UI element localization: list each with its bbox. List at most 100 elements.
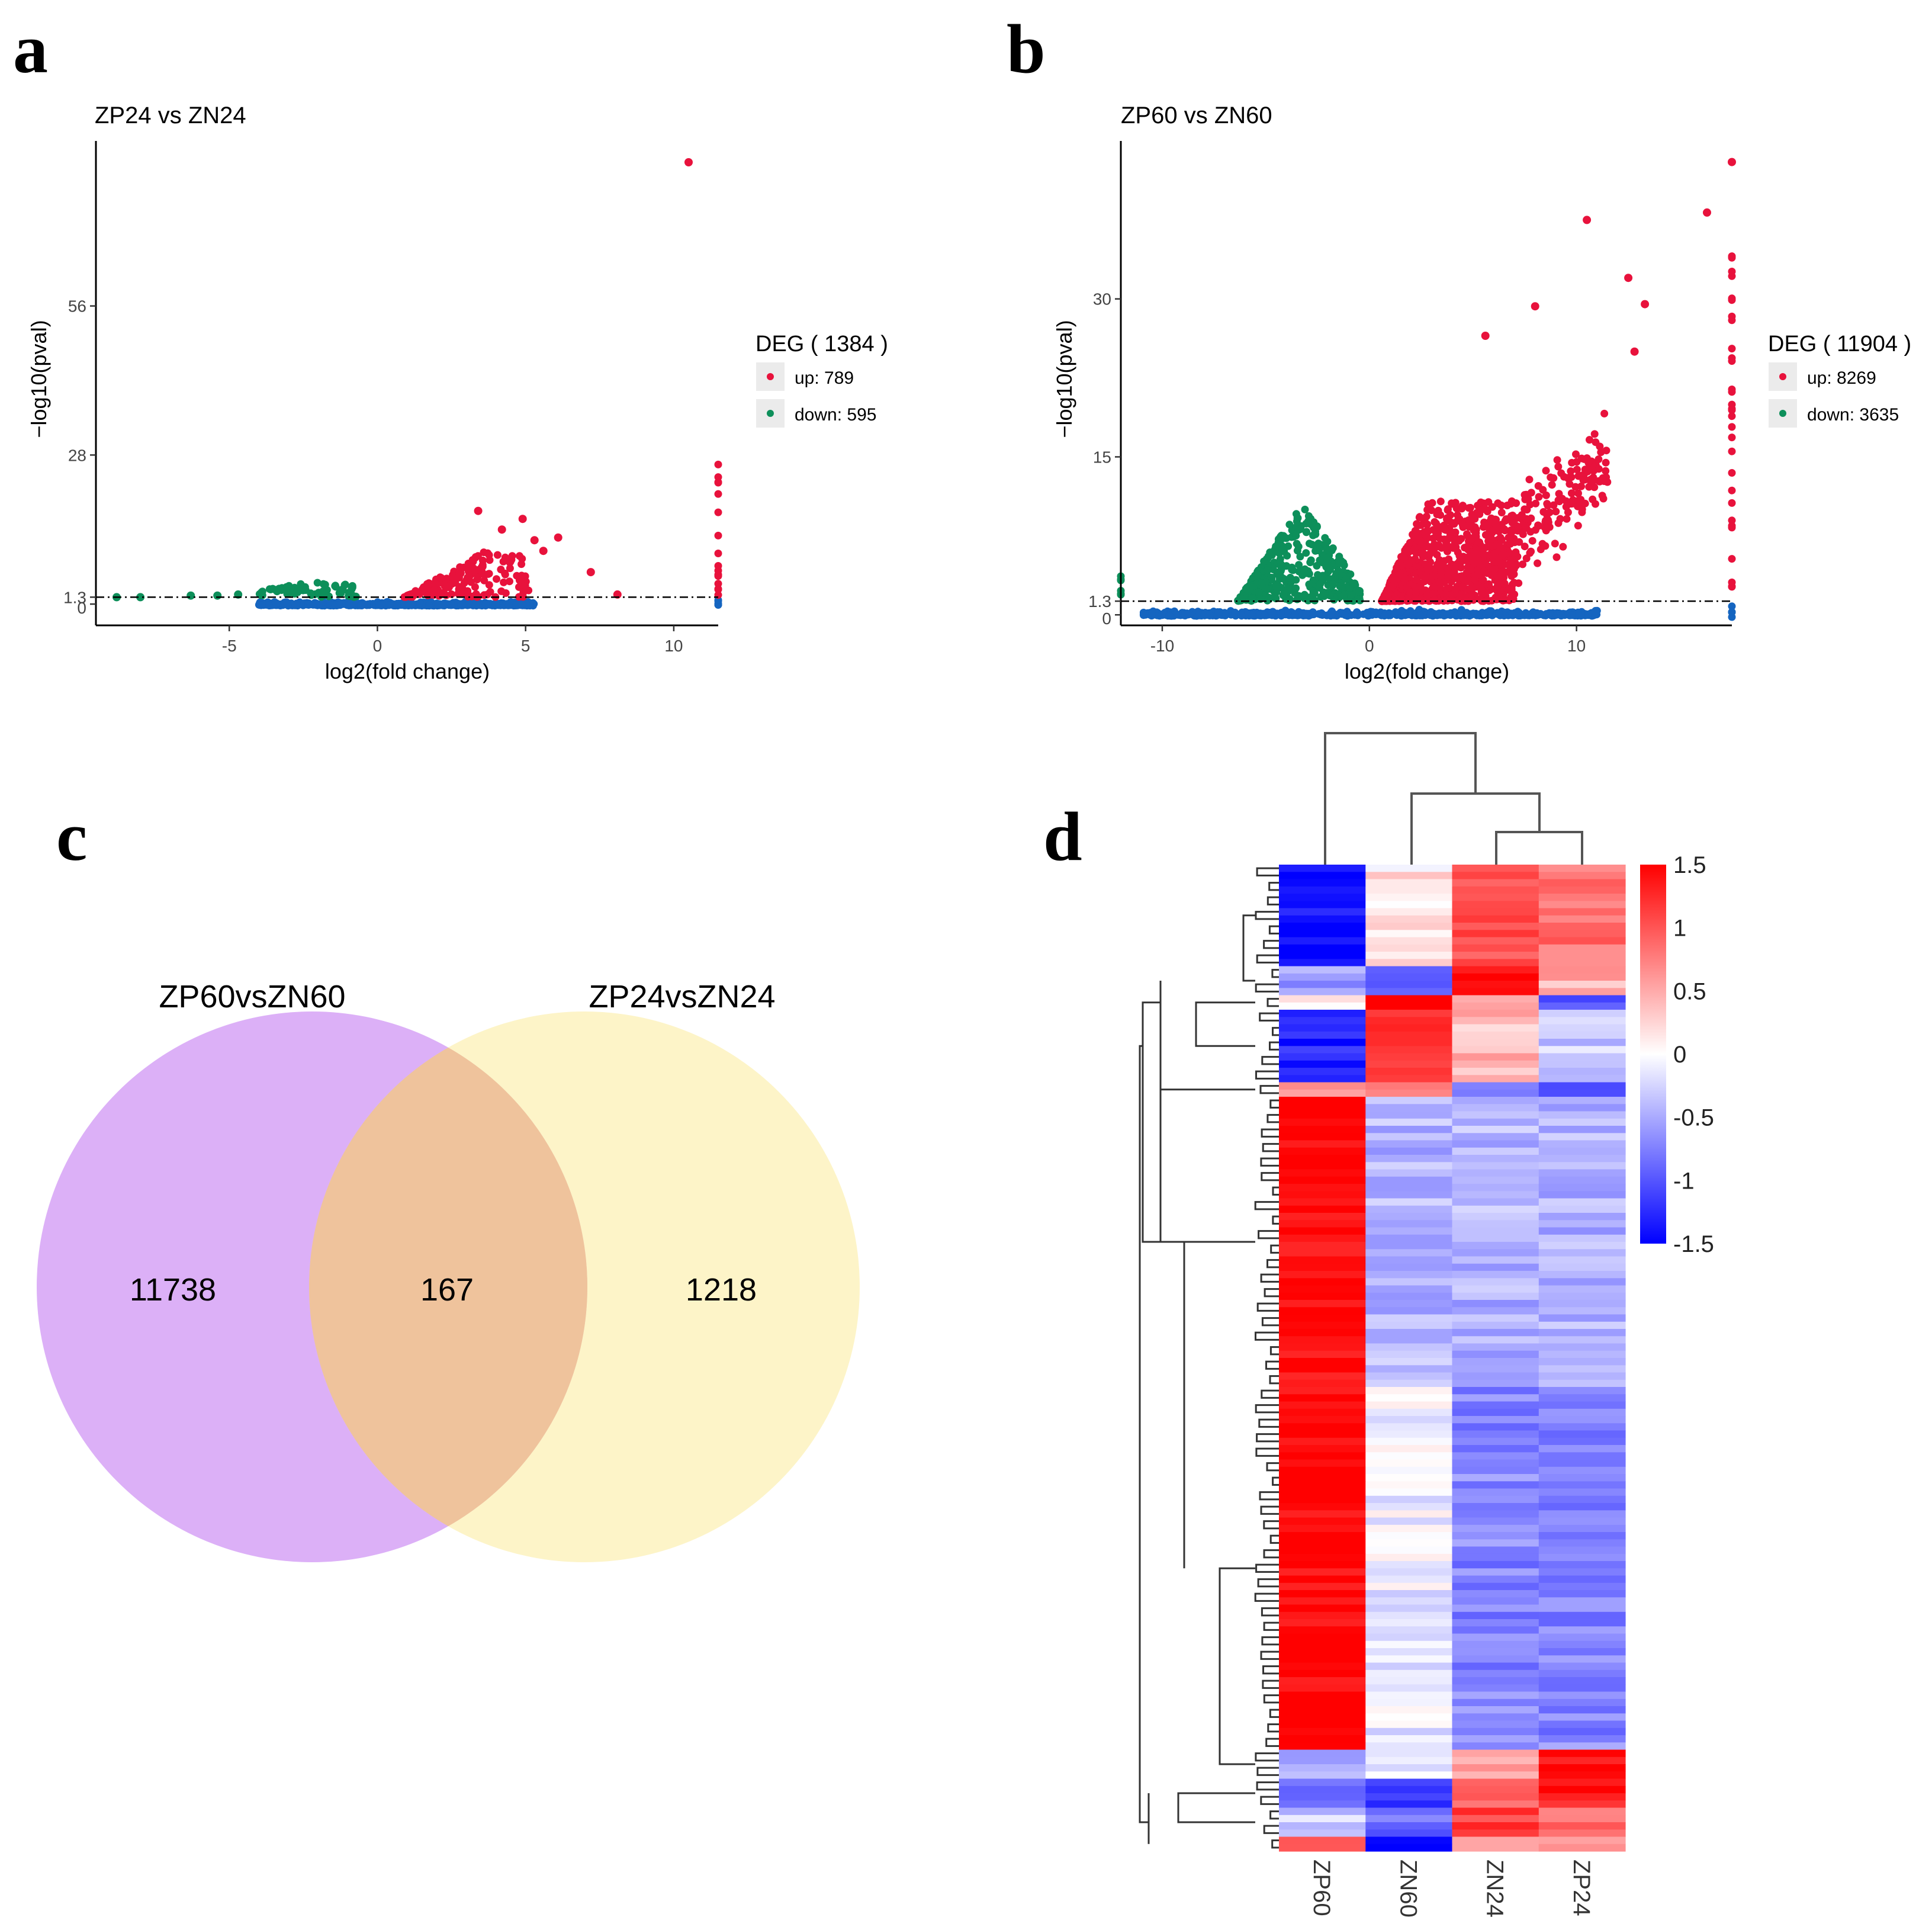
- down-point: [1264, 566, 1272, 574]
- heatmap: ZP60 ZN60 ZN24 ZP24 1.5 1 0.5 0 -0.5 -1 -1.5: [1139, 732, 1714, 1918]
- heatmap-cell: [1452, 1800, 1539, 1809]
- down-point: [1311, 528, 1319, 536]
- heatmap-cell: [1538, 1336, 1626, 1344]
- down-point: [1301, 505, 1309, 513]
- heatmap-cell: [1538, 1488, 1626, 1497]
- ns-point: [1591, 611, 1599, 619]
- heatmap-cell: [1538, 1205, 1626, 1213]
- heatmap-cell: [1452, 1002, 1539, 1010]
- heatmap-cell: [1365, 1133, 1453, 1141]
- heatmap-cell: [1365, 915, 1453, 923]
- heatmap-cell: [1538, 865, 1626, 872]
- heatmap-cell: [1279, 1111, 1366, 1119]
- ns-point: [1397, 608, 1405, 616]
- y-tick-label: 56: [68, 297, 86, 316]
- up-point: [1458, 583, 1467, 591]
- up-point: [1541, 542, 1550, 550]
- heatmap-cell: [1538, 1358, 1626, 1366]
- heatmap-cell: [1538, 1111, 1626, 1119]
- heatmap-cell: [1365, 1329, 1453, 1337]
- y-tick-label: 0: [77, 599, 86, 617]
- heatmap-cell: [1538, 886, 1626, 894]
- up-point: [506, 557, 515, 566]
- up-point: [506, 564, 514, 573]
- up-point: [1728, 406, 1736, 415]
- heatmap-cell: [1279, 937, 1366, 945]
- up-point: [539, 547, 548, 555]
- up-point: [1514, 523, 1522, 531]
- heatmap-cell: [1452, 1097, 1539, 1104]
- heatmap-cell: [1452, 1532, 1539, 1540]
- heatmap-cell: [1365, 1466, 1453, 1475]
- heatmap-cell: [1452, 1169, 1539, 1177]
- down-point: [1302, 528, 1310, 537]
- ns-point: [1139, 611, 1147, 619]
- y-tick-label: 28: [68, 446, 86, 464]
- heatmap-cell: [1279, 1691, 1366, 1700]
- up-point: [1415, 513, 1423, 522]
- up-point: [1600, 409, 1609, 418]
- heatmap-cell: [1452, 959, 1539, 967]
- heatmap-cell: [1538, 1343, 1626, 1351]
- up-point: [1421, 574, 1429, 582]
- up-point: [1455, 537, 1463, 545]
- colorbar-tick-label: -1: [1673, 1168, 1695, 1194]
- up-point: [1425, 550, 1433, 558]
- ns-point: [1206, 611, 1214, 619]
- up-point: [1554, 463, 1563, 471]
- heatmap-cell: [1538, 1561, 1626, 1569]
- heatmap-cell: [1452, 1060, 1539, 1068]
- up-point: [1507, 526, 1515, 534]
- ns-point: [491, 600, 500, 608]
- heatmap-cell: [1365, 1619, 1453, 1627]
- heatmap-cell: [1279, 1075, 1366, 1083]
- heatmap-cell: [1452, 1727, 1539, 1736]
- heatmap-cell: [1538, 1372, 1626, 1380]
- heatmap-cell: [1279, 1191, 1366, 1199]
- heatmap-cell: [1279, 1836, 1366, 1845]
- heatmap-cell: [1538, 1706, 1626, 1714]
- up-point: [1596, 477, 1604, 486]
- up-point: [1459, 521, 1467, 529]
- heatmap-cell: [1538, 1140, 1626, 1148]
- heatmap-cell: [1538, 1633, 1626, 1642]
- heatmap-cell: [1452, 1546, 1539, 1555]
- up-point: [1464, 577, 1472, 586]
- heatmap-cell: [1538, 1068, 1626, 1075]
- heatmap-cell: [1452, 1764, 1539, 1772]
- ns-point: [504, 601, 513, 609]
- up-point: [1519, 530, 1527, 538]
- heatmap-cell: [1538, 1256, 1626, 1264]
- ns-point: [1390, 609, 1399, 618]
- heatmap-cell: [1279, 1648, 1366, 1656]
- heatmap-cell: [1365, 1147, 1453, 1155]
- up-point: [1728, 386, 1736, 393]
- heatmap-cell: [1452, 1155, 1539, 1163]
- down-point: [1342, 575, 1350, 583]
- heatmap-cell: [1538, 1844, 1626, 1852]
- down-point: [348, 582, 356, 590]
- ns-point: [438, 600, 446, 609]
- heatmap-cell: [1538, 1720, 1626, 1729]
- heatmap-cell: [1452, 1742, 1539, 1751]
- up-point: [1478, 544, 1486, 552]
- heatmap-cell: [1365, 1191, 1453, 1199]
- heatmap-cell: [1538, 959, 1626, 967]
- heatmap-cell: [1452, 1336, 1539, 1344]
- down-point: [1334, 567, 1342, 575]
- heatmap-cell: [1279, 1329, 1366, 1337]
- heatmap-cell: [1538, 1379, 1626, 1388]
- venn-diagram: ZP60vsZN60 ZP24vsZN24 11738 167 1218: [37, 979, 860, 1562]
- heatmap-cell: [1365, 1068, 1453, 1075]
- down-point: [1336, 582, 1344, 590]
- heatmap-cell: [1279, 1481, 1366, 1489]
- up-point: [1434, 506, 1442, 515]
- heatmap-cell: [1452, 1147, 1539, 1155]
- heatmap-cell: [1365, 1604, 1453, 1613]
- heatmap-cell: [1279, 1416, 1366, 1424]
- up-point: [1488, 596, 1496, 605]
- heatmap-cell: [1279, 1582, 1366, 1591]
